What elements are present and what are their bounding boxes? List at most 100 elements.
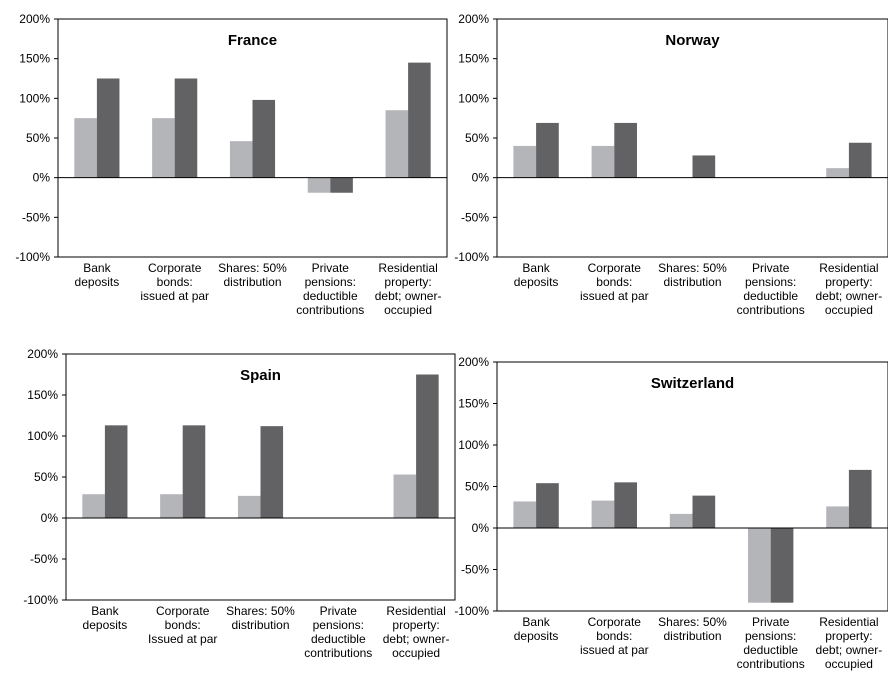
x-tick-label: distribution [663,629,721,643]
bar-series-2-cat-2 [174,78,198,178]
x-tick-label: debt; owner- [816,289,883,303]
y-tick-label: -100% [23,593,58,607]
x-tick-label: Bank [522,261,550,275]
bar-series-2-cat-4 [330,177,353,193]
bar-series-1-cat-4 [748,528,771,603]
bar-series-1-cat-1 [82,494,105,518]
bar-series-2-cat-5 [408,62,431,178]
bar-series-1-cat-1 [513,501,537,528]
y-tick-label: 100% [19,91,50,105]
x-tick-label: Residential [378,261,437,275]
x-tick-label: issued at par [140,289,209,303]
bar-series-1-cat-3 [669,513,693,528]
x-tick-label: issued at par [580,289,649,303]
x-tick-label: Corporate [588,261,642,275]
y-tick-label: 200% [19,12,50,26]
bar-series-1-cat-5 [385,110,409,178]
x-tick-label: Shares: 50% [226,604,295,618]
bar-series-2-cat-1 [536,483,559,528]
x-tick-label: Shares: 50% [658,261,727,275]
bar-series-2-cat-2 [614,122,637,178]
bar-series-1-cat-2 [591,145,615,178]
chart-title: Switzerland [651,375,734,392]
x-tick-label: property: [825,629,872,643]
x-tick-label: deductible [743,289,798,303]
x-tick-label: deposits [514,629,559,643]
x-tick-label: pensions: [745,275,796,289]
x-tick-label: Issued at par [148,632,217,646]
y-tick-label: 0% [41,511,59,525]
x-tick-label: occupied [825,303,873,317]
x-tick-label: Bank [522,615,550,629]
y-tick-label: 0% [472,521,490,535]
x-tick-label: Corporate [148,261,202,275]
y-tick-label: -50% [461,210,489,224]
x-tick-label: issued at par [580,643,649,657]
x-tick-label: contributions [737,657,805,671]
x-tick-label: contributions [296,303,364,317]
x-tick-label: pensions: [305,275,356,289]
x-tick-label: occupied [392,646,440,660]
y-tick-label: 100% [27,429,58,443]
x-tick-label: deductible [303,289,358,303]
y-tick-label: 50% [26,131,50,145]
x-tick-label: property: [392,618,439,632]
x-tick-label: Residential [819,261,878,275]
chart-panel-2: -100% -50% 0% 50% 100% 150% 200% Spain Bankdepos… [23,347,456,660]
x-tick-label: Bank [83,261,111,275]
y-tick-label: 0% [472,171,490,185]
y-tick-label: 50% [34,470,58,484]
x-tick-label: bonds: [157,275,193,289]
x-tick-label: pensions: [313,618,364,632]
x-tick-label: contributions [737,303,805,317]
x-tick-label: Private [752,615,790,629]
x-tick-label: deposits [75,275,120,289]
x-tick-label: bonds: [596,629,632,643]
y-tick-label: 200% [27,347,58,361]
bar-series-1-cat-5 [826,168,849,178]
y-tick-label: -100% [15,250,50,264]
y-tick-label: -50% [30,552,58,566]
bar-series-1-cat-1 [74,118,97,178]
bar-series-2-cat-2 [182,425,206,518]
x-tick-label: occupied [384,303,432,317]
bar-series-2-cat-3 [692,155,716,178]
x-tick-label: debt; owner- [816,643,883,657]
x-tick-label: debt; owner- [383,632,450,646]
chart-title: France [228,32,277,49]
x-tick-label: deductible [311,632,366,646]
bar-series-1-cat-2 [160,494,183,518]
y-tick-label: 200% [458,355,489,369]
plot-frame [496,18,888,258]
y-tick-label: 150% [458,52,489,66]
x-tick-label: property: [825,275,872,289]
x-tick-label: Shares: 50% [658,615,727,629]
bar-series-1-cat-5 [826,506,849,528]
x-tick-label: deposits [514,275,559,289]
x-tick-label: debt; owner- [375,289,442,303]
x-tick-label: Corporate [156,604,210,618]
x-tick-label: Private [320,604,358,618]
bar-series-2-cat-2 [614,482,637,528]
x-tick-label: Residential [386,604,445,618]
bar-series-2-cat-4 [770,528,794,603]
bar-series-2-cat-3 [692,495,716,528]
plot-frame [496,361,888,612]
bar-series-1-cat-2 [591,500,615,528]
x-tick-label: deductible [743,643,798,657]
bar-series-1-cat-5 [393,474,417,518]
y-tick-label: 150% [458,397,489,411]
y-tick-label: 200% [458,12,489,26]
y-tick-label: -50% [461,563,489,577]
chart-panel-0: -100% -50% 0% 50% 100% 150% 200% France Bankdepo… [15,12,448,317]
bar-series-2-cat-5 [848,142,872,178]
y-tick-label: 150% [19,52,50,66]
chart-title: Spain [240,367,281,384]
bar-series-1-cat-3 [237,495,261,518]
bar-series-2-cat-1 [96,78,120,178]
bar-series-2-cat-3 [252,99,276,178]
bar-series-1-cat-3 [229,141,253,178]
y-tick-label: 50% [465,131,489,145]
